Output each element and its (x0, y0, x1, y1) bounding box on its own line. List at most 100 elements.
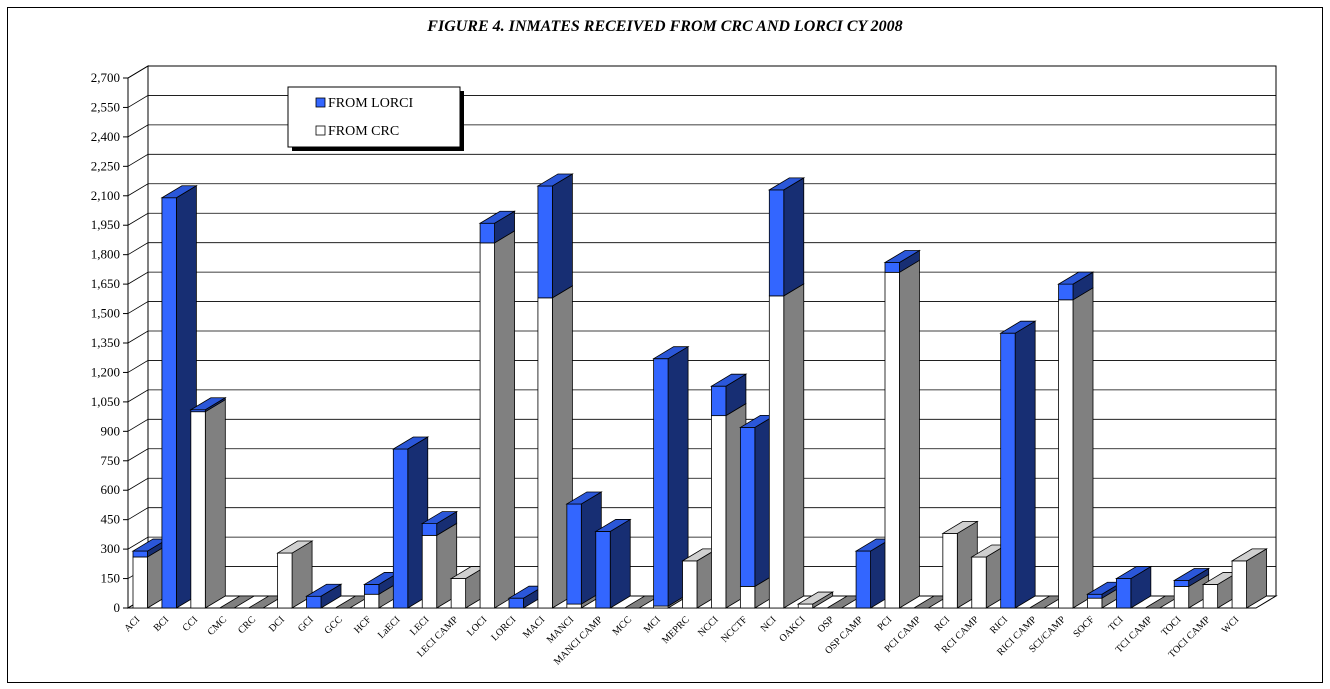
y-tick-label: 2,550 (91, 99, 120, 114)
bar-lorci-34 (1114, 565, 1153, 609)
y-tick-label: 900 (101, 423, 121, 438)
chart-title: FIGURE 4. INMATES RECEIVED FROM CRC AND … (427, 18, 903, 35)
x-tick-label: NCI (759, 614, 779, 634)
bar-lorci-10-top (420, 511, 459, 524)
x-tick-label: TOCI (1159, 614, 1183, 638)
bar-lorci-6-front (306, 595, 322, 609)
x-tick-label: MACI (521, 614, 547, 640)
x-tick-label: TCI (1107, 614, 1126, 633)
bar-crc-10-front (421, 534, 438, 609)
bars (131, 173, 1268, 609)
bar-lorci-0-front (132, 550, 148, 558)
bar-lorci-22-side (783, 177, 805, 297)
bar-lorci-20-top (710, 373, 748, 387)
bar-lorci-26 (883, 249, 921, 274)
legend-label-lorci: FROM LORCI (328, 96, 414, 111)
bar-crc-38-front (1231, 560, 1247, 609)
bar-lorci-6-top (305, 583, 343, 597)
bar-lorci-9-top (391, 436, 430, 450)
bar-lorci-20 (710, 373, 748, 417)
bar-lorci-16 (594, 518, 632, 609)
bar-crc-28 (941, 520, 979, 609)
y-tick-label: 2,700 (91, 70, 120, 85)
bar-lorci-22-top (767, 177, 806, 191)
x-tick-label: NCCTF (719, 614, 750, 645)
bar-crc-12 (479, 230, 515, 609)
bar-lorci-16-side (609, 518, 631, 609)
bar-crc-2-side (204, 398, 226, 609)
bar-lorci-15-front (566, 503, 582, 605)
y-tick-label: 1,500 (91, 306, 120, 321)
bar-lorci-13-front (508, 597, 524, 609)
bar-crc-28-top (941, 521, 979, 534)
bar-lorci-18-top (652, 346, 690, 360)
bar-lorci-15-top (565, 491, 603, 505)
bar-crc-23-front (797, 603, 814, 609)
bar-lorci-22-front (768, 189, 785, 297)
bar-crc-32-front (1058, 299, 1074, 609)
y-axis: 0 150 300 450 600 750 900 1,050 1,200 1,350 1,500 1… (91, 70, 129, 615)
bar-crc-22-front (768, 295, 785, 609)
bar-lorci-2-top (189, 397, 227, 411)
gridline (127, 183, 1276, 197)
x-tick-label: HCF (352, 614, 374, 636)
x-tick-label: WCI (1220, 614, 1242, 636)
gridline (127, 242, 1276, 256)
bar-lorci-16-front (595, 531, 611, 609)
bar-crc-5 (276, 540, 314, 609)
bar-lorci-22 (767, 177, 806, 297)
legend-box (287, 86, 461, 148)
x-tick-label: MCC (611, 614, 635, 638)
bar-lorci-9-front (392, 448, 409, 609)
bar-lorci-12-top (478, 210, 516, 224)
bar-lorci-14-side (551, 173, 573, 299)
y-tick-label: 1,200 (91, 364, 120, 379)
gridline (127, 153, 1276, 167)
y-tick-label: 750 (101, 453, 121, 468)
y-tick-label: 2,250 (91, 158, 120, 173)
x-tick-label: CRC (236, 614, 258, 636)
bar-crc-14-front (537, 297, 553, 609)
bar-lorci-36-top (1172, 568, 1211, 581)
bar-lorci-18 (652, 345, 690, 607)
x-tick-label: GCC (322, 614, 345, 637)
bar-lorci-32-front (1058, 283, 1074, 301)
y-tick-label: 2,400 (91, 129, 120, 144)
bar-lorci-1-top (160, 185, 198, 199)
bar-crc-5-top (276, 540, 314, 554)
x-tick-label: MEPRC (660, 614, 692, 646)
bar-lorci-1-front (161, 197, 177, 609)
bar-crc-36-front (1173, 586, 1190, 609)
x-tick-label: OSP (816, 614, 837, 635)
bar-crc-38-top (1230, 548, 1268, 562)
bar-lorci-25-front (855, 550, 871, 609)
bar-crc-33-front (1087, 597, 1103, 609)
y-tick-label: 1,350 (91, 335, 120, 350)
bar-empty-3 (218, 595, 256, 609)
bar-lorci-30-side (1014, 320, 1036, 609)
bar-lorci-12 (478, 210, 516, 244)
bar-lorci-14-front (537, 185, 553, 299)
bar-crc-12-side (494, 230, 515, 609)
x-tick-label: DCI (267, 614, 287, 634)
bar-lorci-30-front (1000, 332, 1016, 609)
bar-crc-2-front (190, 411, 206, 609)
gridline (127, 212, 1276, 226)
figure-frame (7, 7, 1323, 683)
y-tick-label: 1,650 (91, 276, 120, 291)
bar-lorci-26-front (884, 262, 900, 273)
gridline (127, 95, 1276, 108)
x-tick-label: LaECI (376, 614, 403, 641)
y-tick-label: 450 (101, 512, 121, 527)
bar-lorci-14 (536, 173, 574, 299)
bar-crc-28-front (942, 533, 958, 609)
bar-lorci-20-front (711, 385, 727, 417)
x-tick-label: RICI (988, 614, 1010, 636)
y-tick-label: 2,100 (91, 188, 120, 203)
bar-lorci-6 (305, 583, 343, 609)
bar-crc-22 (768, 283, 805, 609)
bar-crc-32 (1058, 287, 1094, 609)
bar-crc-15-front (566, 603, 582, 609)
x-tick-label: MCI (642, 614, 663, 635)
